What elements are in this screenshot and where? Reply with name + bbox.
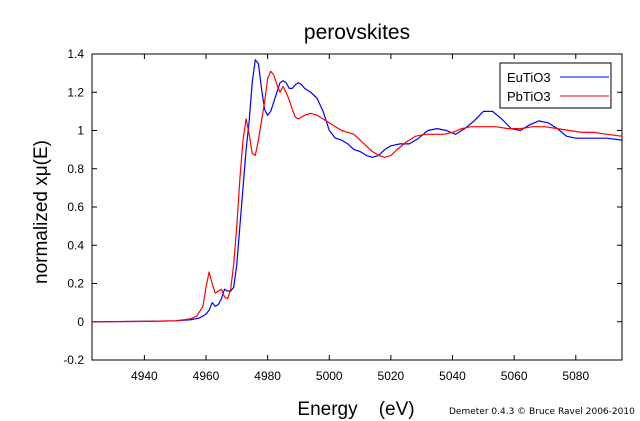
y-tick-label: -0.2 (63, 353, 84, 367)
series-line-pbtio3 (91, 70, 623, 323)
y-tick-label: 0.8 (67, 162, 84, 176)
x-tick-label: 5000 (316, 369, 343, 383)
credit-note: Demeter 0.4.3 © Bruce Ravel 2006-2010 (449, 407, 635, 417)
y-tick-label: 1.2 (67, 85, 84, 99)
x-tick-label: 5060 (501, 369, 528, 383)
x-tick-label: 5080 (562, 369, 589, 383)
x-tick-label: 5040 (439, 369, 466, 383)
y-axis-title: normalized xμ(E) (31, 140, 52, 284)
x-tick-label: 4940 (131, 369, 158, 383)
legend-label-pbtio3: PbTiO3 (507, 89, 551, 104)
x-tick-label: 5020 (378, 369, 405, 383)
y-tick-label: 1.4 (67, 47, 84, 61)
y-tick-label: 0.2 (67, 277, 84, 291)
series-layer (91, 59, 623, 323)
y-tick-label: 1 (77, 124, 84, 138)
legend: EuTiO3 PbTiO3 (499, 62, 612, 109)
y-axis-ticks: -0.2 0 0.2 0.4 0.6 0.8 1 1.2 1.4 (63, 47, 622, 367)
legend-box (499, 62, 612, 109)
y-tick-label: 0.6 (67, 200, 84, 214)
series-line-eutio3 (91, 59, 623, 323)
x-tick-label: 4980 (254, 369, 281, 383)
y-tick-label: 0.4 (67, 238, 84, 252)
x-axis-ticks: 4940 4960 4980 5000 5020 5040 5060 5080 (131, 54, 589, 383)
x-axis-title: Energy (eV) (297, 399, 414, 420)
y-tick-label: 0 (77, 315, 84, 329)
legend-label-eutio3: EuTiO3 (507, 70, 551, 85)
chart-title: perovskites (304, 21, 410, 44)
x-tick-label: 4960 (193, 369, 220, 383)
